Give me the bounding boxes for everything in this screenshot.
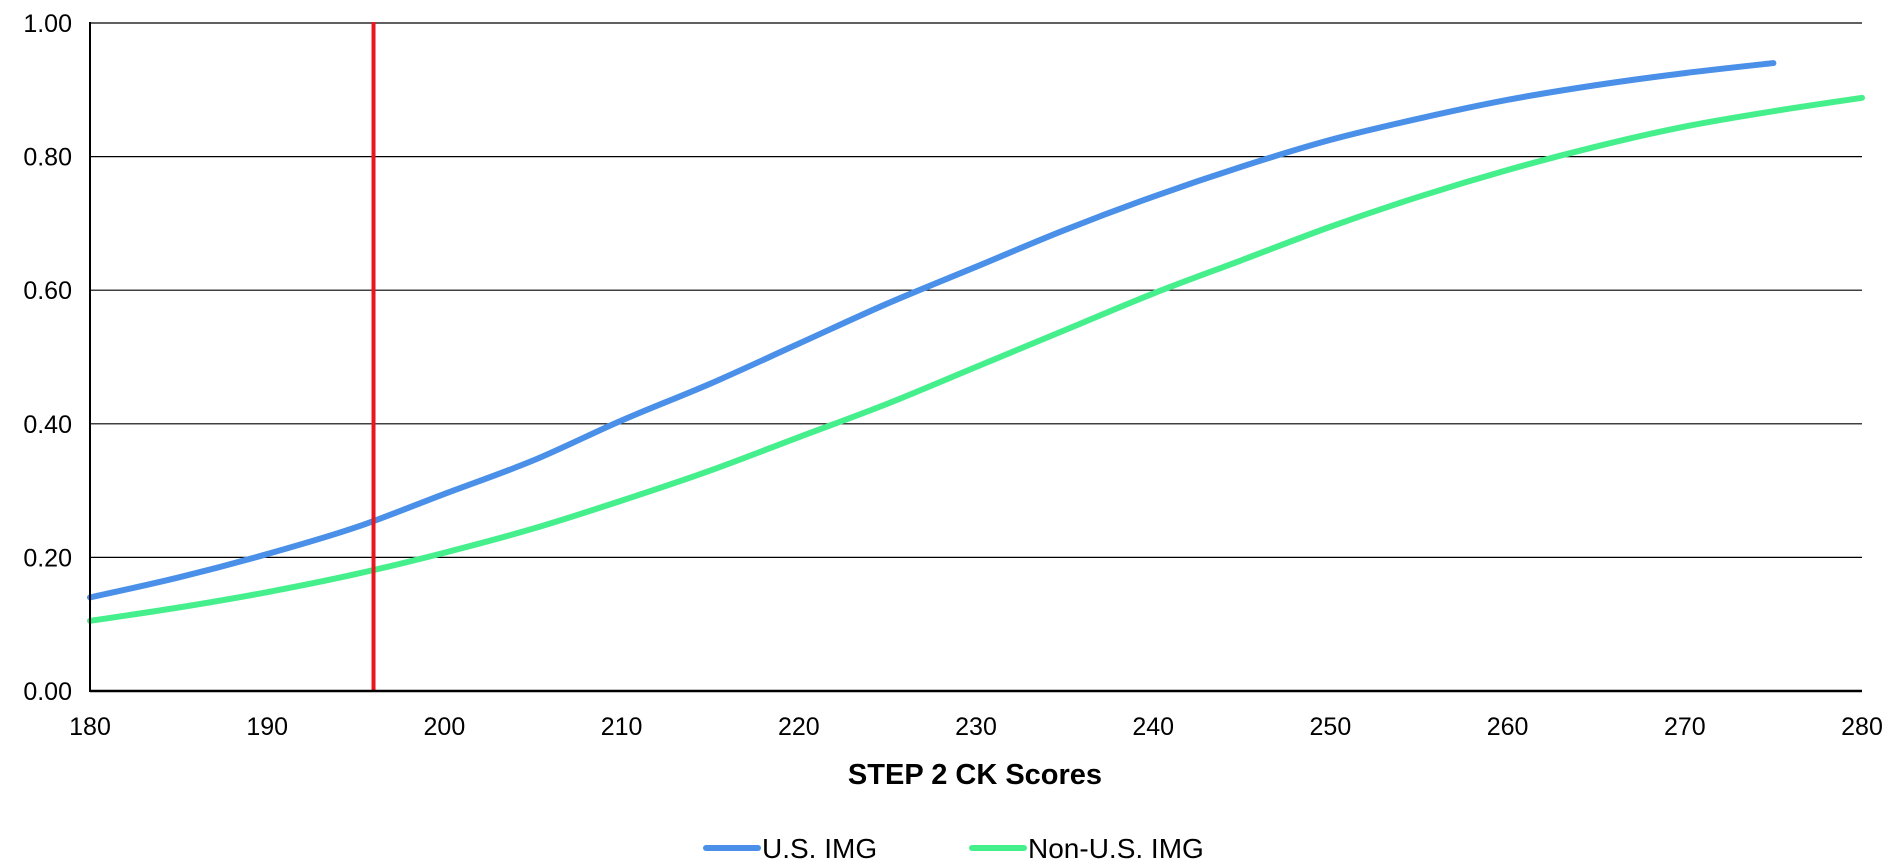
- x-tick-label: 230: [955, 713, 997, 741]
- y-tick-label: 1.00: [23, 10, 72, 38]
- legend-label: Non-U.S. IMG: [1028, 833, 1204, 861]
- y-tick-label: 0.40: [23, 411, 72, 439]
- y-tick-label: 0.80: [23, 144, 72, 172]
- x-tick-label: 180: [69, 713, 111, 741]
- legend: U.S. IMG Non-U.S. IMG: [703, 833, 1204, 864]
- x-tick-label: 190: [246, 713, 288, 741]
- x-tick-label: 280: [1841, 713, 1883, 741]
- x-tick-label: 270: [1664, 713, 1706, 741]
- x-tick-labels: 180 190 200 210 220 230 240 250 260 270 280: [69, 713, 1883, 741]
- x-axis-title: STEP 2 CK Scores: [848, 759, 1102, 791]
- x-tick-label: 240: [1132, 713, 1174, 741]
- y-tick-labels: 0.00 0.20 0.40 0.60 0.80 1.00: [23, 10, 72, 706]
- series-line-us-img: [87, 60, 1777, 601]
- x-tick-label: 260: [1487, 713, 1529, 741]
- legend-label: U.S. IMG: [762, 833, 877, 861]
- y-tick-label: 0.00: [23, 678, 72, 706]
- axes: [89, 22, 1862, 693]
- y-tick-label: 0.60: [23, 277, 72, 305]
- gridlines: [90, 22, 1862, 559]
- x-tick-label: 210: [601, 713, 643, 741]
- x-tick-label: 200: [424, 713, 466, 741]
- y-tick-label: 0.20: [23, 544, 72, 572]
- x-tick-label: 220: [778, 713, 820, 741]
- x-tick-label: 250: [1310, 713, 1352, 741]
- series-line-non-us-img: [87, 94, 1865, 624]
- series-lines: [87, 60, 1865, 624]
